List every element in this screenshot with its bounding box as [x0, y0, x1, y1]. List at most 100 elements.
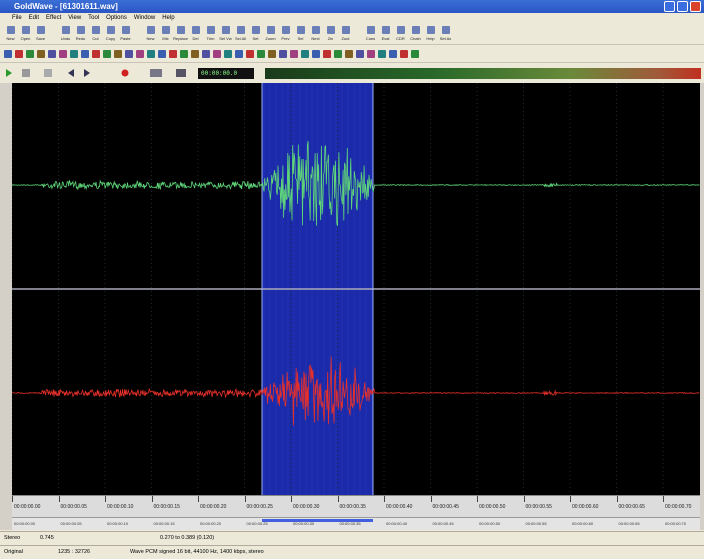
toolbar-button[interactable]: Copy — [103, 24, 118, 43]
toolbar-button[interactable]: Open — [18, 24, 33, 43]
effect-button[interactable] — [15, 50, 23, 58]
effect-button[interactable] — [4, 50, 12, 58]
menu-item[interactable]: Effect — [46, 15, 62, 21]
menu-item[interactable]: File — [12, 15, 22, 21]
effect-button[interactable] — [125, 50, 133, 58]
effect-button[interactable] — [312, 50, 320, 58]
forward-button[interactable] — [84, 69, 90, 77]
toolbar-button[interactable]: Redo — [73, 24, 88, 43]
effect-button[interactable] — [367, 50, 375, 58]
effect-button[interactable] — [114, 50, 122, 58]
effect-button[interactable] — [224, 50, 232, 58]
toolbar-button[interactable]: Paste — [118, 24, 133, 43]
menu-item[interactable]: Window — [133, 15, 156, 21]
ruler-label: 00:00:00.15 — [153, 504, 180, 510]
minimize-button[interactable] — [664, 1, 675, 12]
effect-button[interactable] — [345, 50, 353, 58]
effect-button[interactable] — [136, 50, 144, 58]
rewind-button[interactable] — [68, 69, 74, 77]
effect-button[interactable] — [26, 50, 34, 58]
effect-button[interactable] — [378, 50, 386, 58]
menu-bar: File Edit Effect View Tool Options Window Help — [0, 13, 704, 24]
effect-button[interactable] — [81, 50, 89, 58]
effect-button[interactable] — [103, 50, 111, 58]
toolbar-button[interactable]: CDR — [393, 24, 408, 43]
effect-button[interactable] — [169, 50, 177, 58]
stop-button[interactable] — [44, 69, 52, 77]
overview-label: 00:00:00.45 — [432, 521, 454, 526]
effect-button[interactable] — [37, 50, 45, 58]
effect-button[interactable] — [334, 50, 342, 58]
toolbar-button[interactable]: Sel All — [233, 24, 248, 43]
toolbar-button[interactable]: Sel — [293, 24, 308, 43]
toolbar-button[interactable]: Replace — [173, 24, 188, 43]
effect-button[interactable] — [400, 50, 408, 58]
effect-button[interactable] — [323, 50, 331, 58]
effect-button[interactable] — [147, 50, 155, 58]
maximize-button[interactable] — [677, 1, 688, 12]
main-toolbar: New Open Save Undo Redo Cut Copy Paste New Mix Rep… — [0, 24, 704, 44]
overview-label: 00:00:00.15 — [153, 521, 175, 526]
effect-button[interactable] — [158, 50, 166, 58]
right-channel-waveform — [12, 356, 700, 426]
toolbar-button[interactable]: Trim — [203, 24, 218, 43]
effect-button[interactable] — [290, 50, 298, 58]
effect-button[interactable] — [301, 50, 309, 58]
effect-button[interactable] — [70, 50, 78, 58]
effect-button[interactable] — [246, 50, 254, 58]
overview-label: 00:00:00.30 — [293, 521, 315, 526]
toolbar-button[interactable]: Undo — [58, 24, 73, 43]
toolbar-button[interactable]: Save — [33, 24, 48, 43]
effect-button[interactable] — [202, 50, 210, 58]
ruler-tick — [198, 496, 199, 502]
toolbar-button[interactable]: Chain — [408, 24, 423, 43]
effect-button[interactable] — [59, 50, 67, 58]
status-text: Stereo — [4, 535, 21, 541]
effect-button[interactable] — [279, 50, 287, 58]
ruler-tick — [291, 496, 292, 502]
effect-button[interactable] — [235, 50, 243, 58]
effect-button[interactable] — [48, 50, 56, 58]
toolbar-button[interactable]: Eval — [378, 24, 393, 43]
menu-item[interactable]: Options — [106, 15, 127, 21]
overview-label: 00:00:00.70 — [665, 521, 687, 526]
ruler-tick — [337, 496, 339, 502]
toolbar-button[interactable]: Cues — [363, 24, 378, 43]
menu-item[interactable]: Tool — [88, 15, 100, 21]
toolbar-button[interactable]: Next — [308, 24, 323, 43]
effect-button[interactable] — [356, 50, 364, 58]
record-button[interactable] — [121, 69, 129, 77]
close-button[interactable] — [690, 1, 701, 12]
menu-item[interactable]: Edit — [28, 15, 40, 21]
toolbar-button[interactable]: Help — [423, 24, 438, 43]
play-button[interactable] — [6, 69, 12, 77]
ruler-label: 00:00:00.60 — [572, 504, 599, 510]
effect-button[interactable] — [213, 50, 221, 58]
toolbar-button[interactable]: Set Ax — [438, 24, 453, 43]
toolbar-button[interactable]: Zout — [338, 24, 353, 43]
toolbar-button[interactable]: Zin — [323, 24, 338, 43]
menu-item[interactable]: View — [68, 15, 82, 21]
effect-button[interactable] — [92, 50, 100, 58]
effect-button[interactable] — [268, 50, 276, 58]
loop-button[interactable] — [150, 69, 162, 77]
toolbar-button[interactable]: New — [143, 24, 158, 43]
overview-label: 00:00:00.00 — [14, 521, 36, 526]
menu-item[interactable]: Help — [162, 15, 175, 21]
toolbar-button[interactable]: Set — [248, 24, 263, 43]
toolbar-button[interactable]: New — [3, 24, 18, 43]
effect-button[interactable] — [180, 50, 188, 58]
toolbar-button[interactable]: Cut — [88, 24, 103, 43]
toolbar-button[interactable]: Del — [188, 24, 203, 43]
toolbar-button[interactable]: Prev — [278, 24, 293, 43]
pause-button[interactable] — [22, 69, 30, 77]
settings-button[interactable] — [176, 69, 186, 77]
effect-button[interactable] — [257, 50, 265, 58]
toolbar-button[interactable]: Sel Vw — [218, 24, 233, 43]
ruler-tick — [616, 496, 618, 502]
effect-button[interactable] — [389, 50, 397, 58]
toolbar-button[interactable]: Zoom — [263, 24, 278, 43]
effect-button[interactable] — [191, 50, 199, 58]
effect-button[interactable] — [411, 50, 419, 58]
toolbar-button[interactable]: Mix — [158, 24, 173, 43]
